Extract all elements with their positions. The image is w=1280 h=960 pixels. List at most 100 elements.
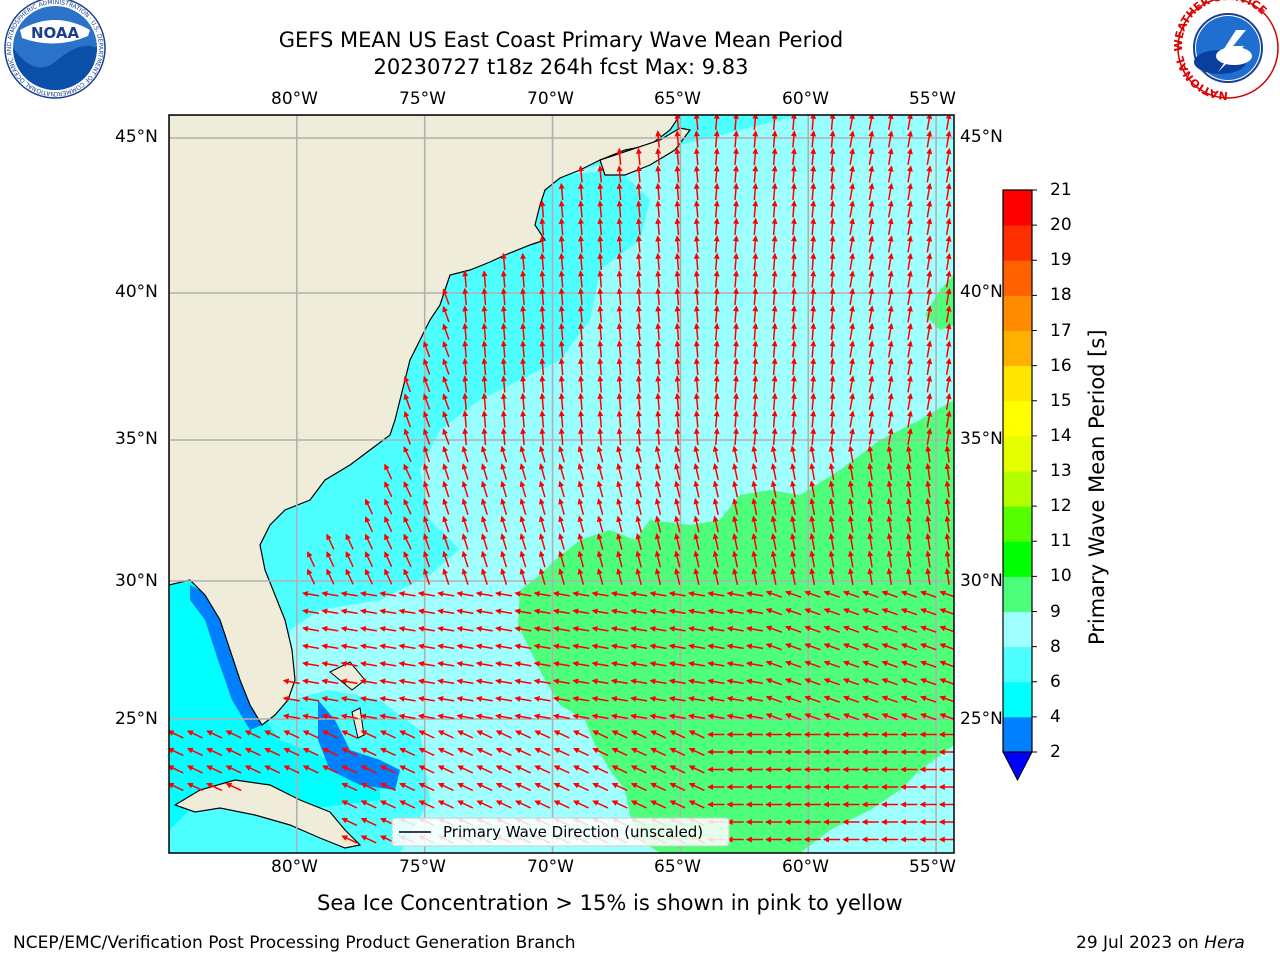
wave-arrow — [926, 165, 933, 183]
wave-arrow — [558, 182, 565, 201]
wave-arrow — [340, 608, 358, 615]
wave-arrow — [475, 643, 493, 650]
wave-arrow — [674, 410, 681, 428]
wave-arrow — [264, 730, 281, 739]
wave-arrow — [500, 322, 507, 341]
wave-arrow — [790, 165, 797, 183]
wave-arrow — [520, 410, 527, 428]
wave-arrow — [597, 287, 604, 306]
wave-arrow — [359, 660, 378, 667]
wave-arrow — [849, 392, 856, 411]
wave-arrow — [945, 147, 952, 166]
footer-date-text: 29 Jul 2023 on — [1076, 933, 1205, 953]
wave-arrow — [765, 660, 783, 668]
wave-arrow — [461, 550, 469, 568]
wave-arrow — [654, 550, 662, 568]
wave-arrow — [610, 608, 628, 615]
wave-arrow — [881, 695, 898, 703]
wave-arrow — [907, 357, 913, 376]
wave-arrow — [790, 515, 796, 533]
wave-arrow — [481, 392, 488, 411]
wave-arrow — [732, 147, 739, 166]
wave-arrow — [849, 130, 856, 148]
wave-arrow — [907, 147, 913, 166]
wave-arrow — [655, 200, 662, 218]
wave-arrow — [939, 625, 954, 633]
wave-arrow — [732, 115, 739, 131]
wave-arrow — [829, 270, 836, 288]
wave-arrow — [538, 550, 546, 568]
wave-arrow — [500, 445, 508, 463]
wave-arrow — [829, 217, 836, 236]
wave-arrow — [771, 270, 778, 288]
wave-arrow — [635, 235, 642, 253]
wave-arrow — [403, 428, 412, 445]
wave-arrow — [616, 340, 623, 358]
wave-arrow — [926, 200, 933, 218]
wave-arrow — [539, 200, 546, 218]
wave-arrow — [905, 497, 912, 516]
wave-arrow — [500, 498, 508, 515]
wave-arrow — [403, 481, 412, 498]
wave-arrow — [674, 568, 681, 585]
wave-arrow — [616, 322, 623, 341]
wave-arrow — [810, 287, 817, 306]
wave-arrow — [945, 305, 952, 323]
wave-arrow — [578, 375, 585, 393]
wave-arrow — [462, 270, 469, 288]
wave-arrow — [635, 357, 642, 376]
wave-arrow — [868, 182, 875, 201]
wave-arrow — [887, 235, 894, 253]
wave-arrow — [862, 695, 879, 703]
wave-arrow — [379, 660, 397, 667]
wave-arrow — [456, 695, 474, 702]
wave-arrow — [578, 270, 585, 288]
wave-arrow — [591, 625, 609, 632]
wave-arrow — [847, 462, 854, 481]
wave-arrow — [572, 660, 590, 667]
wave-arrow — [572, 608, 590, 615]
wave-arrow — [868, 375, 875, 393]
wave-arrow — [842, 660, 860, 668]
wave-arrow — [713, 392, 720, 411]
sea-ice-caption: Sea Ice Concentration > 15% is shown in … — [317, 891, 903, 915]
wave-arrow — [829, 392, 836, 411]
wave-arrow — [867, 462, 874, 481]
wave-arrow — [417, 643, 435, 650]
wave-arrow — [945, 357, 952, 376]
wave-arrow — [713, 147, 720, 166]
wave-arrow — [925, 515, 932, 533]
wave-arrow — [558, 550, 565, 568]
wave-arrow — [920, 678, 937, 686]
wave-arrow — [654, 498, 662, 515]
wave-arrow — [752, 235, 759, 253]
wave-arrow — [868, 305, 875, 323]
wave-arrow — [926, 147, 933, 166]
wave-arrow — [887, 147, 894, 166]
wave-arrow — [500, 515, 508, 533]
wave-arrow — [810, 252, 817, 271]
wave-arrow — [823, 678, 840, 686]
wave-arrow — [403, 533, 412, 550]
wave-arrow — [572, 747, 589, 757]
wave-arrow — [945, 252, 952, 271]
wave-arrow — [674, 515, 681, 533]
wave-arrow — [572, 713, 590, 720]
wave-arrow — [514, 643, 532, 650]
wave-arrow — [437, 747, 454, 757]
wave-arrow — [732, 392, 739, 411]
wave-arrow — [359, 608, 378, 615]
wave-arrow — [868, 147, 875, 166]
wave-arrow — [809, 462, 816, 481]
wave-arrow — [829, 235, 836, 253]
wave-arrow — [480, 533, 488, 550]
wave-arrow — [886, 567, 893, 586]
wave-arrow — [321, 713, 339, 720]
wave-arrow — [712, 445, 719, 463]
wave-arrow — [790, 252, 797, 271]
wave-arrow — [592, 730, 609, 739]
wave-arrow — [887, 305, 894, 323]
wave-arrow — [578, 217, 585, 236]
wave-arrow — [674, 182, 681, 201]
wave-arrow — [519, 445, 527, 463]
